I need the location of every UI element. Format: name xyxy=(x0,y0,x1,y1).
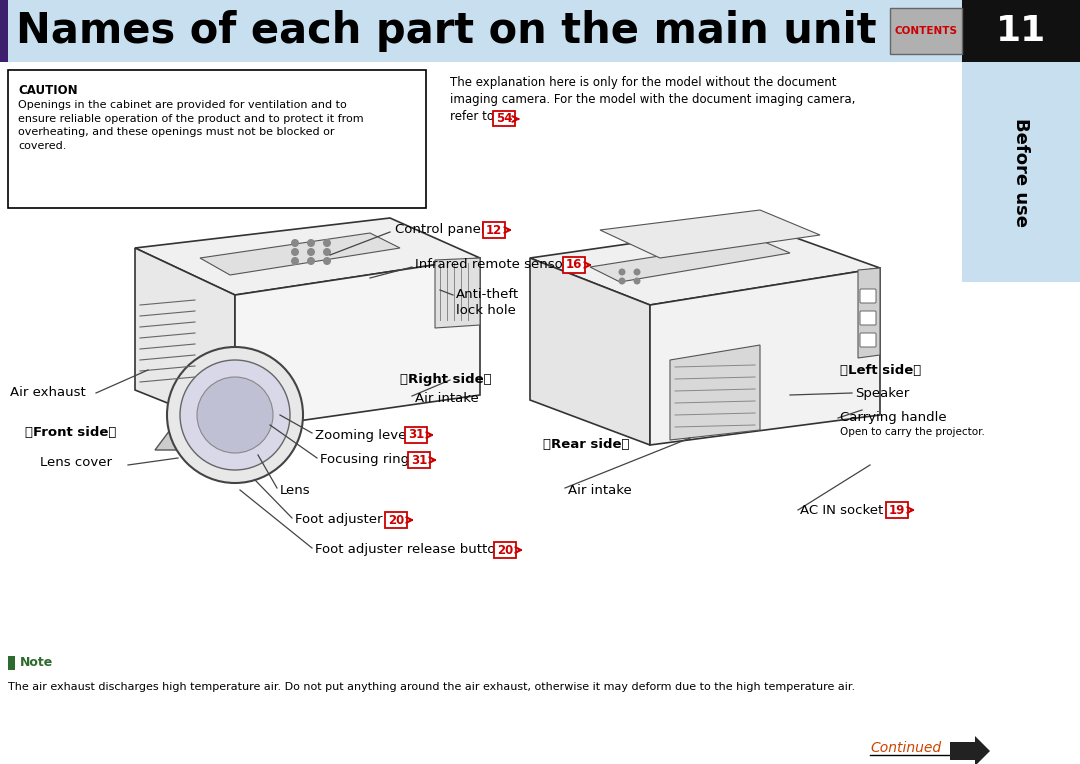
Circle shape xyxy=(291,257,299,265)
Text: 31: 31 xyxy=(410,454,427,467)
FancyBboxPatch shape xyxy=(384,512,407,528)
FancyBboxPatch shape xyxy=(0,0,962,62)
FancyBboxPatch shape xyxy=(483,222,505,238)
Text: Speaker: Speaker xyxy=(855,387,909,400)
Circle shape xyxy=(291,239,299,247)
Polygon shape xyxy=(200,233,400,275)
FancyBboxPatch shape xyxy=(886,502,908,518)
Text: Zooming lever: Zooming lever xyxy=(315,429,411,442)
Text: 【Front side】: 【Front side】 xyxy=(25,426,117,439)
Polygon shape xyxy=(670,345,760,440)
Polygon shape xyxy=(650,268,880,445)
FancyBboxPatch shape xyxy=(492,111,515,126)
Polygon shape xyxy=(950,736,990,764)
Text: Openings in the cabinet are provided for ventilation and to
ensure reliable oper: Openings in the cabinet are provided for… xyxy=(18,100,364,151)
Text: Note: Note xyxy=(21,656,53,669)
Text: Foot adjuster: Foot adjuster xyxy=(295,513,382,526)
Text: Foot adjuster release button: Foot adjuster release button xyxy=(315,543,504,556)
Polygon shape xyxy=(135,248,235,430)
Text: Air intake: Air intake xyxy=(568,484,632,497)
Circle shape xyxy=(634,277,640,284)
Text: 20: 20 xyxy=(497,543,513,556)
FancyBboxPatch shape xyxy=(890,8,962,54)
Circle shape xyxy=(167,347,303,483)
Polygon shape xyxy=(600,210,820,258)
FancyBboxPatch shape xyxy=(8,656,15,670)
FancyBboxPatch shape xyxy=(408,452,430,468)
FancyBboxPatch shape xyxy=(962,0,1080,62)
Circle shape xyxy=(307,257,315,265)
Circle shape xyxy=(323,239,330,247)
Text: 19: 19 xyxy=(889,503,905,516)
Text: Focusing ring: Focusing ring xyxy=(320,454,409,467)
Text: Lens cover: Lens cover xyxy=(40,455,112,468)
FancyBboxPatch shape xyxy=(962,62,1080,282)
FancyBboxPatch shape xyxy=(405,427,427,443)
Polygon shape xyxy=(435,258,480,328)
Text: Continued: Continued xyxy=(870,741,941,755)
Text: Names of each part on the main unit: Names of each part on the main unit xyxy=(16,10,877,52)
Text: 16: 16 xyxy=(566,258,582,271)
Text: 12: 12 xyxy=(486,224,502,237)
FancyBboxPatch shape xyxy=(8,70,426,208)
Circle shape xyxy=(307,248,315,256)
Polygon shape xyxy=(590,240,789,282)
Text: refer to: refer to xyxy=(450,110,498,123)
Text: Air exhaust: Air exhaust xyxy=(10,387,85,400)
Circle shape xyxy=(634,268,640,276)
Text: Anti-theft: Anti-theft xyxy=(456,289,519,302)
FancyBboxPatch shape xyxy=(860,311,876,325)
Text: 20: 20 xyxy=(388,513,404,526)
Text: Carrying handle: Carrying handle xyxy=(840,412,947,425)
FancyBboxPatch shape xyxy=(860,333,876,347)
Text: 【Left side】: 【Left side】 xyxy=(840,364,921,377)
Text: The air exhaust discharges high temperature air. Do not put anything around the : The air exhaust discharges high temperat… xyxy=(8,682,855,692)
Text: AC IN socket: AC IN socket xyxy=(800,503,883,516)
FancyBboxPatch shape xyxy=(494,542,516,558)
Text: 31: 31 xyxy=(408,429,424,442)
Polygon shape xyxy=(858,268,880,358)
Text: imaging camera. For the model with the document imaging camera,: imaging camera. For the model with the d… xyxy=(450,93,855,106)
Text: Air intake: Air intake xyxy=(415,391,478,404)
Circle shape xyxy=(619,277,625,284)
Circle shape xyxy=(619,268,625,276)
Circle shape xyxy=(323,257,330,265)
Polygon shape xyxy=(530,258,650,445)
FancyBboxPatch shape xyxy=(0,62,962,702)
Circle shape xyxy=(291,248,299,256)
Text: 【Rear side】: 【Rear side】 xyxy=(543,439,630,452)
Polygon shape xyxy=(235,258,480,430)
FancyBboxPatch shape xyxy=(0,0,8,62)
Circle shape xyxy=(180,360,291,470)
Text: 11: 11 xyxy=(996,14,1047,48)
Circle shape xyxy=(307,239,315,247)
Text: Infrared remote sensor: Infrared remote sensor xyxy=(415,258,568,271)
Text: 【Right side】: 【Right side】 xyxy=(400,374,491,387)
Text: 54: 54 xyxy=(496,112,512,125)
Circle shape xyxy=(197,377,273,453)
Text: Lens: Lens xyxy=(280,484,311,497)
Polygon shape xyxy=(135,218,480,295)
FancyBboxPatch shape xyxy=(860,289,876,303)
Text: lock hole: lock hole xyxy=(456,303,516,316)
Polygon shape xyxy=(156,430,249,450)
FancyBboxPatch shape xyxy=(563,257,585,273)
Text: CAUTION: CAUTION xyxy=(18,84,78,97)
Text: Control panel: Control panel xyxy=(395,224,485,237)
Text: CONTENTS: CONTENTS xyxy=(894,26,958,36)
Circle shape xyxy=(323,248,330,256)
Text: The explanation here is only for the model without the document: The explanation here is only for the mod… xyxy=(450,76,837,89)
Text: Open to carry the projector.: Open to carry the projector. xyxy=(840,427,985,437)
Polygon shape xyxy=(530,225,880,305)
Text: Before use: Before use xyxy=(1012,118,1030,226)
